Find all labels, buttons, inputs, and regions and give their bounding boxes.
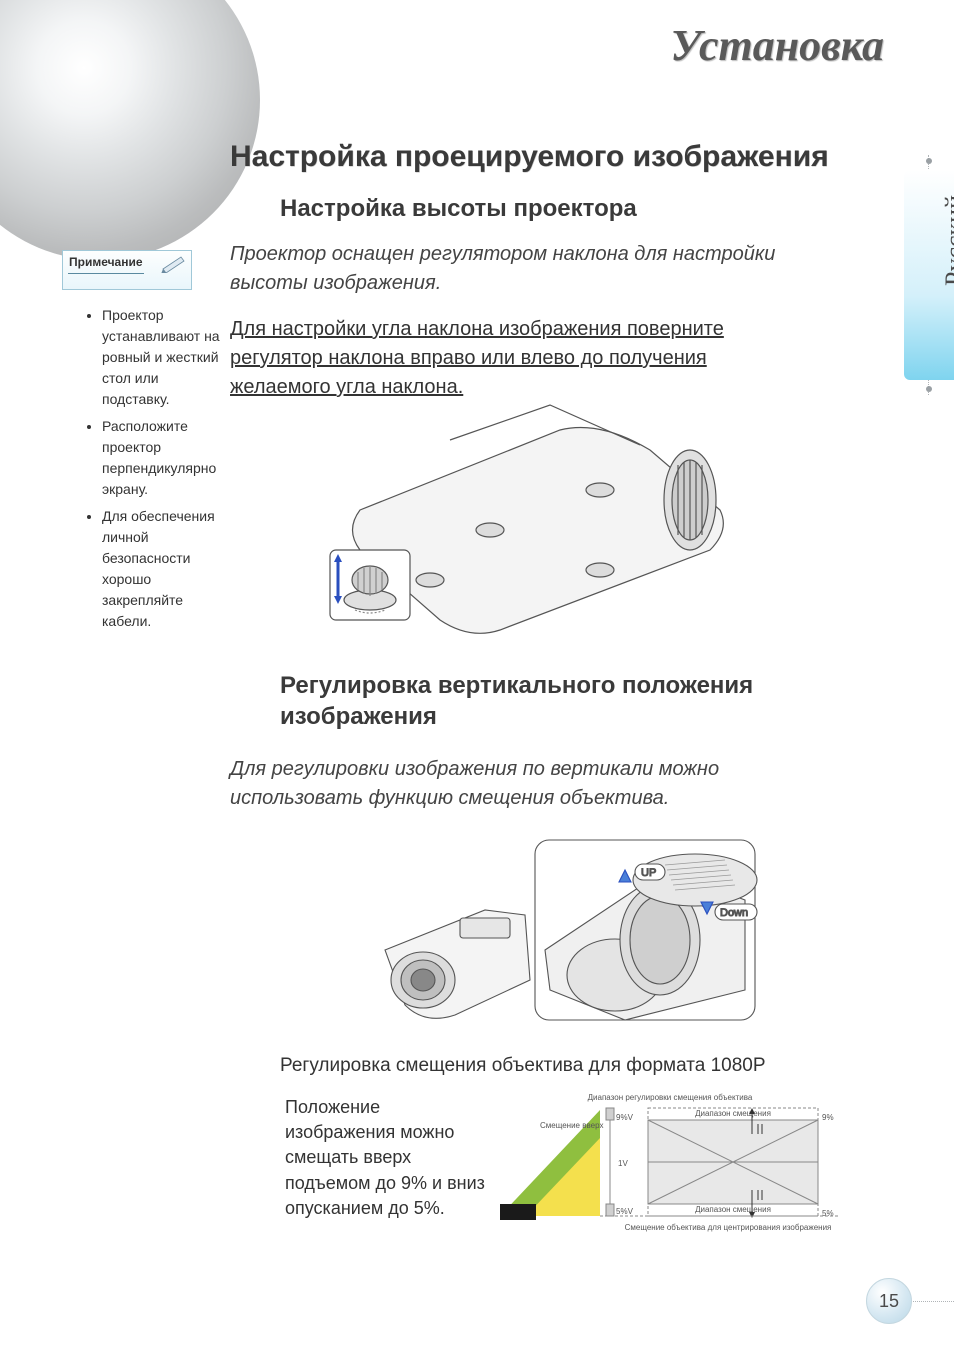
language-label: Русский [940, 195, 954, 286]
svg-text:Диапазон регулировки смещения: Диапазон регулировки смещения объектива [588, 1093, 753, 1102]
svg-text:1V: 1V [618, 1159, 628, 1168]
figure-lens-shift: UP Down [365, 830, 765, 1030]
intro-text-2: Для регулировки изображения по вертикали… [230, 755, 820, 813]
svg-text:UP: UP [641, 867, 656, 879]
background-lens-graphic [0, 0, 260, 260]
svg-text:9%V: 9%V [616, 1113, 634, 1122]
svg-text:9%: 9% [822, 1113, 834, 1122]
note-list: Проектор устанавливают на ровный и жестк… [86, 305, 226, 638]
svg-text:Смещение вверх: Смещение вверх [540, 1121, 603, 1130]
intro-text-1: Проектор оснащен регулятором наклона для… [230, 240, 790, 298]
note-underline [68, 273, 144, 274]
figure-projector-tilt [300, 400, 740, 650]
svg-text:Смещение объектива для центрир: Смещение объектива для центрирования изо… [625, 1223, 832, 1232]
svg-text:5%: 5% [822, 1209, 834, 1218]
figure-shift-diagram: Диапазон регулировки смещения объектива … [500, 1090, 840, 1260]
heading-vertical: Регулировка вертикального положения изоб… [280, 670, 800, 732]
note-box: Примечание [62, 250, 192, 290]
pencil-icon [161, 253, 187, 273]
instruction-text-1: Для настройки угла наклона изображения п… [230, 315, 790, 402]
note-item: Расположите проектор перпендикулярно экр… [102, 416, 226, 500]
note-label: Примечание [69, 255, 143, 269]
page-number: 15 [866, 1278, 912, 1324]
page-number-line [908, 1301, 954, 1302]
heading-main: Настройка проецируемого изображения [230, 140, 829, 174]
svg-text:Диапазон смещения: Диапазон смещения [695, 1109, 771, 1118]
lens-shift-description: Положение изображения можно смещать ввер… [285, 1095, 495, 1221]
svg-text:Диапазон смещения: Диапазон смещения [695, 1205, 771, 1214]
lens-shift-caption: Регулировка смещения объектива для форма… [280, 1055, 840, 1077]
svg-text:5%V: 5%V [616, 1207, 634, 1216]
note-item: Для обеспечения личной безопасности хоро… [102, 506, 226, 632]
heading-height: Настройка высоты проектора [280, 195, 637, 223]
page-title: Установка [670, 20, 884, 71]
note-item: Проектор устанавливают на ровный и жестк… [102, 305, 226, 410]
svg-text:Down: Down [720, 907, 748, 919]
